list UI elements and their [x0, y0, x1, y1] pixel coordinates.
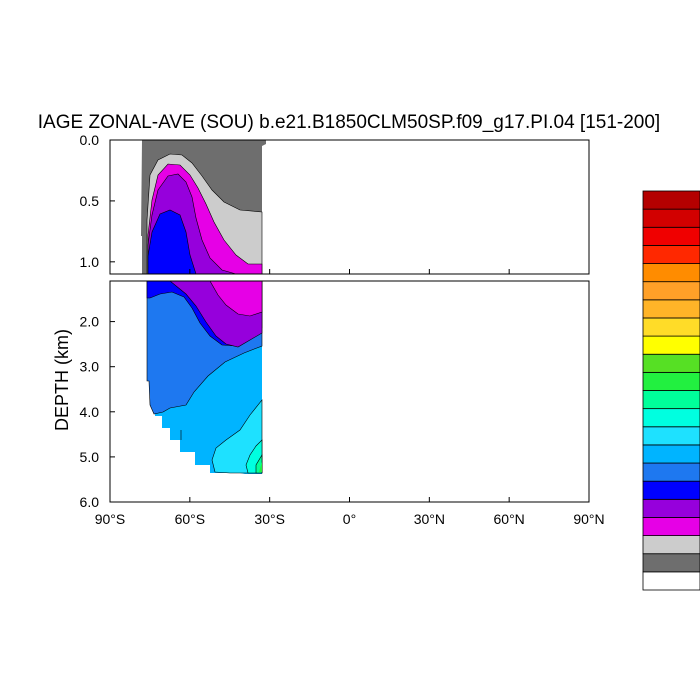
colorbar-swatch: [642, 317, 700, 337]
upper-panel-contours: [141, 140, 266, 274]
x-tick-label: 30°N: [414, 511, 445, 527]
y-axis-upper: 0.0 0.5 1.0: [80, 132, 115, 270]
x-tick-label: 60°S: [175, 511, 206, 527]
lower-level-8: [211, 399, 263, 474]
colorbar-swatch: [642, 263, 700, 283]
lower-level-3: [209, 281, 263, 317]
y-tick-label: 1.0: [80, 254, 100, 270]
y-axis-lower: 2.0 3.0 4.0 5.0 6.0: [80, 314, 115, 510]
colorbar-swatch: [642, 190, 700, 210]
colorbar-swatch: [642, 390, 700, 410]
y-tick-label: 0.0: [80, 132, 100, 148]
colorbar-swatch: [642, 226, 700, 246]
chart-title: IAGE ZONAL-AVE (SOU) b.e21.B1850CLM50SP.…: [38, 112, 660, 133]
colorbar-swatch: [642, 480, 700, 500]
colorbar-swatch: [642, 335, 700, 355]
y-tick-label: 6.0: [80, 494, 100, 510]
colorbar-swatch: [642, 408, 700, 428]
upper-level-5: [147, 209, 197, 274]
x-tick-label: 60°N: [494, 511, 525, 527]
colorbar-swatch: [642, 281, 700, 301]
y-tick-label: 2.0: [80, 314, 100, 330]
y-tick-label: 3.0: [80, 359, 100, 375]
colorbar-swatch: [642, 571, 700, 591]
colorbar-swatch: [642, 444, 700, 464]
y-tick-label: 4.0: [80, 404, 100, 420]
colorbar-swatch: [642, 353, 700, 373]
colorbar-swatch: [642, 245, 700, 264]
y-tick-label: 5.0: [80, 449, 100, 465]
lower-level-11: [259, 462, 262, 472]
colorbar-swatch: [642, 208, 700, 228]
colorbar-swatch: [642, 553, 700, 573]
x-tick-label: 90°N: [573, 511, 604, 527]
colorbar-swatch: [642, 426, 700, 446]
x-tick-label: 90°S: [95, 511, 126, 527]
colorbar-swatch: [642, 371, 700, 391]
colorbar: [642, 190, 700, 591]
colorbar-swatch: [642, 462, 700, 482]
y-axis-label: DEPTH (km): [52, 329, 72, 431]
x-tick-label: 30°S: [254, 511, 285, 527]
y-tick-label: 0.5: [80, 193, 100, 209]
colorbar-swatch: [642, 299, 700, 319]
colorbar-swatch: [642, 498, 700, 518]
x-axis: 90°S 60°S 30°S 0° 30°N 60°N 90°N: [95, 269, 605, 527]
colorbar-swatch: [642, 535, 700, 555]
x-tick-label: 0°: [343, 511, 356, 527]
colorbar-swatch: [642, 517, 700, 536]
lower-panel-contours: [146, 281, 263, 474]
